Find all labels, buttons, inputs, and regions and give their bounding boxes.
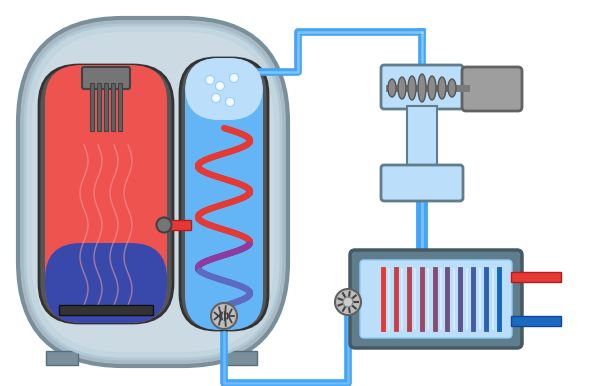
Ellipse shape bbox=[408, 76, 416, 100]
Ellipse shape bbox=[388, 79, 396, 97]
Bar bbox=[59, 305, 153, 315]
FancyBboxPatch shape bbox=[45, 65, 167, 323]
Ellipse shape bbox=[438, 77, 446, 99]
Bar bbox=[511, 316, 561, 326]
FancyBboxPatch shape bbox=[39, 65, 173, 323]
Bar bbox=[407, 106, 437, 198]
Bar bbox=[225, 351, 257, 365]
FancyBboxPatch shape bbox=[350, 250, 522, 348]
FancyBboxPatch shape bbox=[185, 58, 263, 120]
Circle shape bbox=[205, 76, 215, 85]
Ellipse shape bbox=[398, 77, 406, 99]
Circle shape bbox=[215, 81, 224, 90]
FancyBboxPatch shape bbox=[25, 25, 281, 359]
FancyBboxPatch shape bbox=[185, 58, 263, 330]
Ellipse shape bbox=[428, 76, 436, 100]
FancyBboxPatch shape bbox=[360, 260, 512, 338]
Circle shape bbox=[335, 289, 361, 315]
Bar bbox=[97, 83, 101, 131]
FancyBboxPatch shape bbox=[82, 67, 130, 89]
Circle shape bbox=[212, 93, 221, 103]
FancyBboxPatch shape bbox=[45, 243, 167, 323]
FancyBboxPatch shape bbox=[381, 165, 463, 201]
FancyBboxPatch shape bbox=[381, 65, 463, 109]
FancyBboxPatch shape bbox=[462, 67, 522, 111]
Circle shape bbox=[229, 73, 239, 83]
Bar bbox=[90, 83, 94, 131]
Bar bbox=[111, 83, 115, 131]
FancyBboxPatch shape bbox=[31, 31, 275, 353]
Circle shape bbox=[211, 303, 237, 329]
FancyBboxPatch shape bbox=[180, 58, 268, 330]
Bar bbox=[46, 351, 78, 365]
Bar bbox=[511, 272, 561, 282]
Circle shape bbox=[343, 297, 353, 307]
Ellipse shape bbox=[418, 74, 426, 102]
Bar bbox=[118, 83, 122, 131]
Bar bbox=[104, 83, 108, 131]
Bar bbox=[161, 220, 191, 230]
FancyBboxPatch shape bbox=[18, 18, 288, 366]
Circle shape bbox=[226, 98, 235, 107]
Circle shape bbox=[157, 217, 172, 232]
Ellipse shape bbox=[448, 79, 456, 97]
